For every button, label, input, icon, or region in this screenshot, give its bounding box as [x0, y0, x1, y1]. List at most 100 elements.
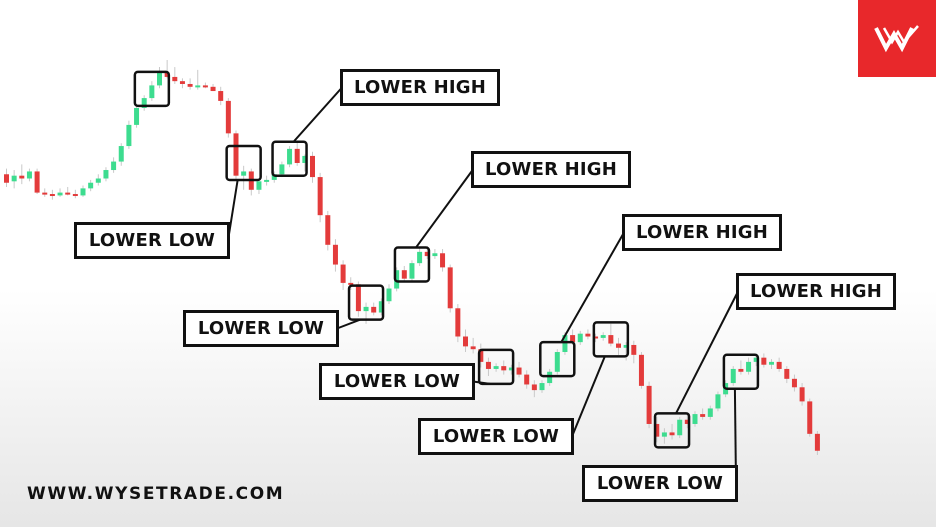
candle-bullish: [103, 170, 109, 179]
candle-bearish: [310, 155, 315, 178]
candle-bullish: [57, 192, 63, 196]
candle-bullish: [508, 367, 514, 371]
candle-bearish: [738, 368, 744, 372]
candle-bearish: [455, 308, 461, 337]
candle-bullish: [195, 85, 201, 88]
callout-connector: [560, 232, 625, 343]
candle-bullish: [600, 335, 606, 338]
candle-bearish: [669, 432, 675, 436]
callout-lower-low-4: LOWER LOW: [418, 418, 574, 455]
annotation-connectors-layer: [227, 86, 739, 484]
lower-low-box: [592, 321, 630, 358]
candle-bullish: [386, 288, 392, 302]
candle-bullish: [539, 383, 545, 391]
candle-bearish: [325, 215, 331, 245]
lower-low-box: [225, 144, 262, 182]
candle-bullish: [677, 419, 683, 436]
candle-bullish: [256, 181, 262, 190]
callout-connector: [336, 318, 361, 330]
callout-lower-high-2: LOWER HIGH: [471, 151, 631, 188]
candle-bearish: [218, 91, 224, 101]
candle-bullish: [417, 251, 423, 264]
candle-bullish: [547, 371, 553, 384]
candle-bearish: [485, 361, 491, 369]
candle-bullish: [95, 178, 101, 183]
candle-bullish: [730, 368, 736, 384]
candle-bearish: [684, 419, 690, 424]
callout-connector: [675, 291, 739, 414]
candle-bearish: [294, 148, 300, 163]
lower-high-box: [271, 140, 308, 177]
candle-bullish: [88, 182, 94, 189]
candle-bullish: [157, 72, 162, 86]
candle-bearish: [371, 306, 377, 313]
candle-bearish: [164, 72, 170, 77]
candle-bearish: [784, 368, 790, 379]
candle-bearish: [179, 81, 185, 84]
lower-high-box: [539, 340, 576, 378]
website-url[interactable]: WWW.WYSETRADE.COM: [27, 484, 285, 504]
candle-bullish: [378, 301, 384, 313]
candle-bullish: [432, 253, 438, 257]
candle-bullish: [746, 361, 752, 372]
candle-bearish: [355, 284, 361, 312]
candle-bullish: [661, 432, 667, 437]
candle-bullish: [554, 352, 560, 372]
candle-bullish: [80, 188, 86, 196]
callout-connector: [571, 355, 606, 437]
candle-bearish: [616, 343, 621, 348]
candle-bullish: [264, 179, 270, 182]
lower-high-box: [393, 246, 431, 283]
candle-bearish: [761, 357, 767, 365]
candle-bearish: [340, 264, 346, 283]
candle-bullish: [118, 146, 124, 162]
candle-bullish: [26, 171, 32, 179]
candle-bullish: [715, 394, 721, 409]
candle-bullish: [141, 98, 147, 108]
candle-bearish: [4, 174, 9, 183]
candle-bullish: [493, 366, 499, 369]
candle-bullish: [692, 414, 698, 424]
candle-bearish: [791, 378, 797, 388]
candle-bearish: [233, 133, 239, 176]
candles-layer: [4, 60, 820, 455]
candle-bearish: [187, 83, 193, 87]
candle-bullish: [409, 263, 415, 279]
candle-bullish: [707, 408, 713, 417]
candle-bullish: [769, 361, 774, 365]
candle-bearish: [814, 433, 820, 451]
candle-bearish: [440, 253, 446, 268]
candle-bullish: [241, 171, 247, 176]
candle-bearish: [225, 100, 231, 134]
lower-low-box: [477, 348, 515, 386]
callout-lower-high-4: LOWER HIGH: [736, 273, 896, 310]
candle-bullish: [11, 175, 17, 182]
lower-high-box: [653, 412, 691, 449]
candle-bearish: [776, 361, 782, 369]
candle-bullish: [126, 124, 132, 147]
candle-bearish: [593, 336, 599, 339]
candle-bearish: [19, 175, 25, 179]
candle-bearish: [49, 194, 55, 197]
candle-bearish: [700, 414, 706, 417]
candle-bullish: [111, 161, 117, 171]
callout-lower-low-1: LOWER LOW: [74, 222, 230, 259]
candle-bullish: [623, 344, 629, 348]
lower-low-box: [722, 353, 760, 391]
lower-low-box: [347, 284, 385, 321]
candle-bearish: [65, 192, 71, 195]
callout-lower-high-1: LOWER HIGH: [340, 69, 500, 106]
candle-bearish: [424, 251, 430, 257]
candle-bearish: [531, 384, 537, 391]
logo-mark-icon: [874, 24, 919, 52]
candle-bullish: [394, 270, 400, 289]
candle-bearish: [524, 374, 530, 385]
callout-connector: [415, 168, 474, 249]
candle-bullish: [363, 306, 369, 312]
callout-lower-low-5: LOWER LOW: [582, 465, 738, 502]
candle-bullish: [279, 164, 285, 175]
callout-lower-low-3: LOWER LOW: [319, 363, 475, 400]
swing-box: [133, 70, 171, 108]
wysetrade-logo-icon[interactable]: [858, 0, 936, 77]
